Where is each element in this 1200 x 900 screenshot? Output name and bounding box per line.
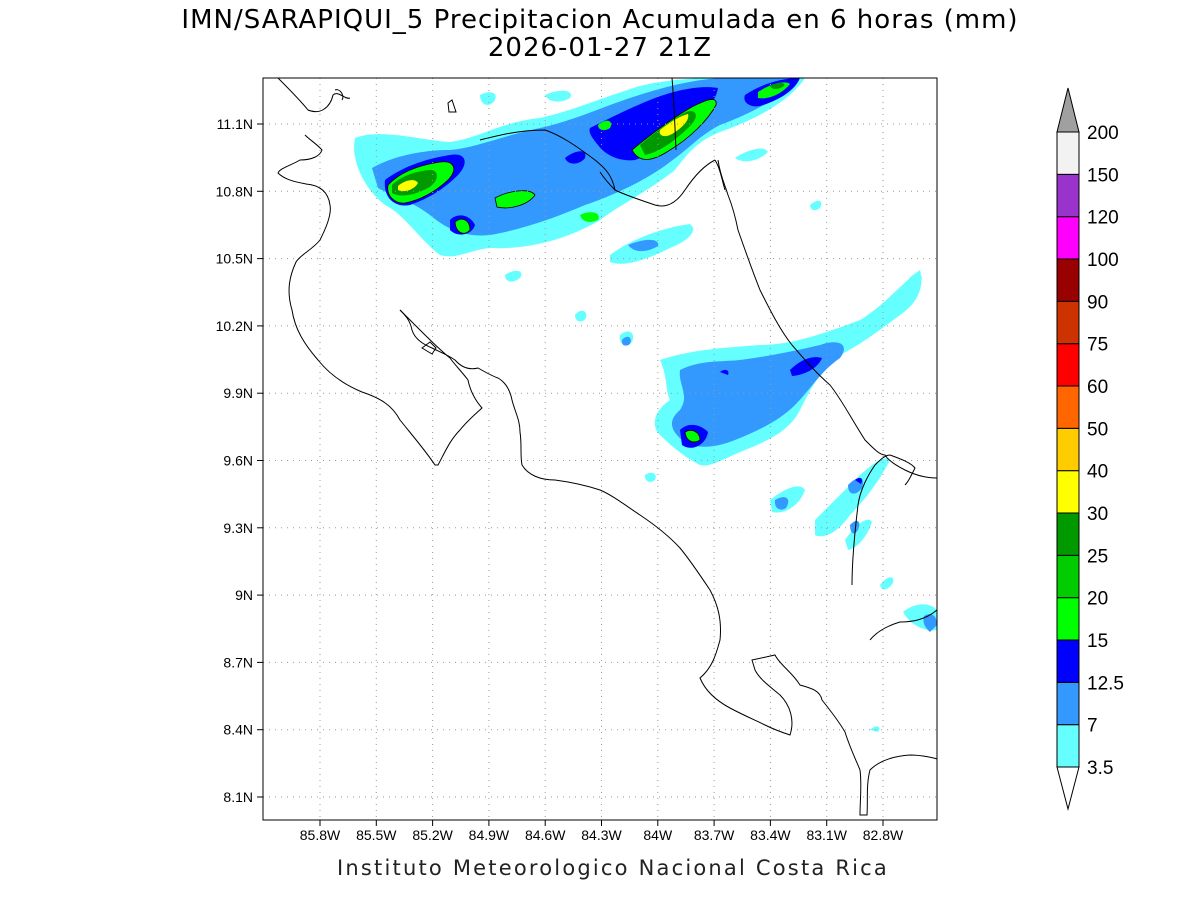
- colorbar-swatch: [1056, 681, 1080, 726]
- colorbar-swatch: [1056, 470, 1080, 514]
- colorbar-swatch: [1056, 512, 1080, 556]
- precipitation-field: [354, 78, 937, 732]
- map-frame: [262, 77, 938, 821]
- lon-tick-label: 85.5W: [356, 827, 397, 843]
- colorbar-swatch: [1056, 300, 1080, 345]
- colorbar-label: 20: [1087, 589, 1108, 610]
- precip-area-green: [598, 120, 612, 131]
- lat-tick-label: 8.4N: [223, 722, 253, 738]
- precip-area-yellow: [659, 114, 689, 137]
- lon-tick-label: 82.8W: [863, 827, 904, 843]
- lon-tick-label: 84.3W: [581, 827, 622, 843]
- precip-area-cyan: [735, 148, 768, 162]
- lon-tick-label: 83.4W: [750, 827, 791, 843]
- lat-tick-label: 9.6N: [223, 453, 253, 469]
- colorbar-label: 12.5: [1087, 673, 1124, 694]
- precip-area-cyan: [545, 90, 571, 102]
- colorbar-swatch: [1056, 173, 1080, 218]
- colorbar-swatch: [1056, 131, 1080, 175]
- precip-contours: [387, 99, 717, 443]
- colorbar-swatch: [1056, 427, 1080, 472]
- colorbar-label: 100: [1087, 250, 1119, 271]
- longitude-axis: 85.8W 85.5W 85.2W 84.9W 84.6W 84.3W 84W 83.7W 83…: [300, 820, 904, 843]
- coastline: [277, 78, 937, 816]
- lon-tick-label: 85.8W: [300, 827, 341, 843]
- lon-tick-label: 83.1W: [806, 827, 847, 843]
- lon-tick-label: 84.6W: [525, 827, 566, 843]
- colorbar-swatch: [1056, 258, 1080, 302]
- lat-tick-label: 11.1N: [217, 116, 253, 132]
- colorbar-swatch: [1056, 597, 1080, 641]
- precip-area-green: [495, 190, 535, 208]
- colorbar-legend: 3.5 7 12.5 15 20 25 30 40 50 60 75 90 100 120 150 200: [1056, 87, 1124, 811]
- precip-area-cyan: [880, 577, 894, 590]
- colorbar-label: 60: [1087, 377, 1108, 398]
- colorbar-swatch: [1056, 216, 1080, 260]
- map-datetime: 2026-01-27 21Z: [487, 33, 713, 63]
- colorbar-swatch: [1056, 554, 1080, 599]
- precip-area-green: [455, 219, 470, 234]
- precip-area-cyan: [905, 273, 922, 297]
- colorbar-min-triangle: [1056, 766, 1080, 811]
- colorbar-label: 90: [1087, 292, 1108, 313]
- colorbar-label: 25: [1087, 546, 1108, 567]
- colorbar-swatch: [1056, 724, 1080, 768]
- precip-area-cyan: [505, 270, 522, 282]
- precip-area-green: [685, 430, 700, 442]
- precip-area-blue: [621, 336, 631, 346]
- map-grid: [263, 78, 937, 820]
- precip-area-blue: [923, 614, 937, 632]
- colorbar-label: 7: [1087, 716, 1098, 737]
- lat-tick-label: 9.3N: [223, 520, 253, 536]
- colorbar-swatch: [1056, 639, 1080, 683]
- colorbar-label: 15: [1087, 631, 1108, 652]
- colorbar-swatch: [1056, 343, 1080, 387]
- footer-credit: Instituto Meteorologico Nacional Costa R…: [337, 856, 889, 880]
- lat-tick-label: 10.2N: [216, 318, 253, 334]
- precip-area-darkblue: [790, 357, 822, 376]
- precip-area-yellow: [398, 180, 418, 192]
- precip-area-cyan: [810, 200, 822, 211]
- lat-tick-label: 10.5N: [216, 251, 253, 267]
- colorbar-label: 200: [1087, 123, 1119, 144]
- lon-tick-label: 84W: [643, 827, 673, 843]
- precip-area-darkblue: [855, 477, 863, 484]
- colorbar-label: 120: [1087, 208, 1119, 229]
- colorbar-label: 50: [1087, 419, 1108, 440]
- map-title: IMN/SARAPIQUI_5 Precipitacion Acumulada …: [181, 5, 1019, 35]
- colorbar-label: 3.5: [1087, 758, 1113, 779]
- precip-area-darkblue: [565, 151, 586, 164]
- colorbar-label: 75: [1087, 335, 1108, 356]
- precip-area-cyan: [815, 458, 890, 537]
- lat-tick-label: 9.9N: [223, 385, 253, 401]
- colorbar-label: 40: [1087, 462, 1108, 483]
- colorbar-label: 150: [1087, 165, 1119, 186]
- lat-tick-label: 8.1N: [223, 789, 253, 805]
- precip-area-cyan: [480, 92, 496, 105]
- lat-tick-label: 10.8N: [216, 183, 253, 199]
- latitude-axis: 11.1N 10.8N 10.5N 10.2N 9.9N 9.6N 9.3N 9N 8.7N 8.…: [216, 116, 263, 805]
- precip-area-blue: [774, 497, 789, 510]
- lat-tick-label: 9N: [235, 587, 253, 603]
- precip-area-cyan: [845, 519, 872, 550]
- colorbar-swatch: [1056, 385, 1080, 429]
- precip-area-darkblue: [720, 369, 729, 375]
- precip-area-blue: [628, 239, 659, 252]
- colorbar-label: 30: [1087, 504, 1108, 525]
- precip-area-cyan: [575, 310, 587, 322]
- colorbar-max-triangle: [1056, 87, 1080, 133]
- precip-area-cyan: [644, 472, 656, 482]
- lon-tick-label: 83.7W: [694, 827, 735, 843]
- precip-area-cyan: [870, 726, 880, 732]
- precip-area-blue: [850, 520, 860, 534]
- precip-area-darkgreen: [770, 83, 785, 89]
- lat-tick-label: 8.7N: [223, 654, 253, 670]
- precip-area-green: [580, 212, 599, 223]
- lon-tick-label: 84.9W: [469, 827, 510, 843]
- lon-tick-label: 85.2W: [412, 827, 453, 843]
